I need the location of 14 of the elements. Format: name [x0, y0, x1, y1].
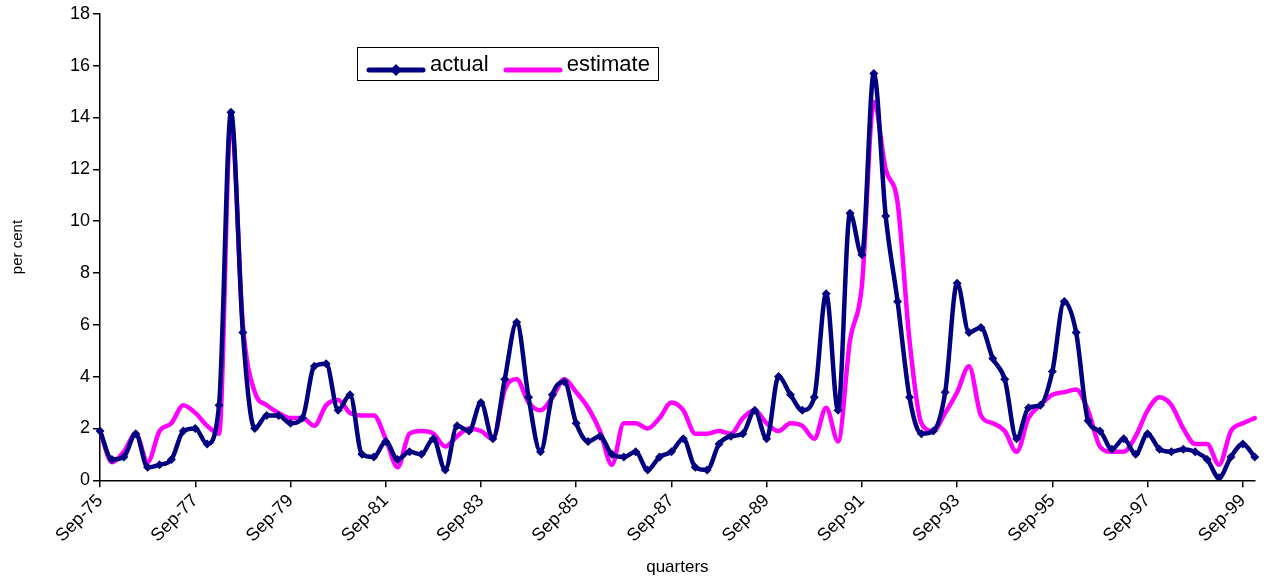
legend-label: estimate	[566, 51, 650, 77]
y-tick-label: 12	[69, 158, 91, 179]
y-tick-label: 2	[80, 417, 91, 438]
y-tick-label: 0	[80, 469, 91, 490]
y-tick-label: 14	[69, 106, 91, 127]
y-tick-label: 18	[69, 2, 91, 23]
legend-label: actual	[430, 51, 489, 77]
y-tick-label: 16	[69, 54, 91, 75]
y-tick-label: 8	[80, 261, 91, 282]
y-tick-label: 6	[80, 313, 91, 334]
y-tick-label: 4	[80, 365, 91, 386]
y-axis-title: per cent	[8, 219, 26, 275]
y-tick-label: 10	[69, 210, 91, 231]
x-axis-title: quarters	[646, 557, 709, 577]
